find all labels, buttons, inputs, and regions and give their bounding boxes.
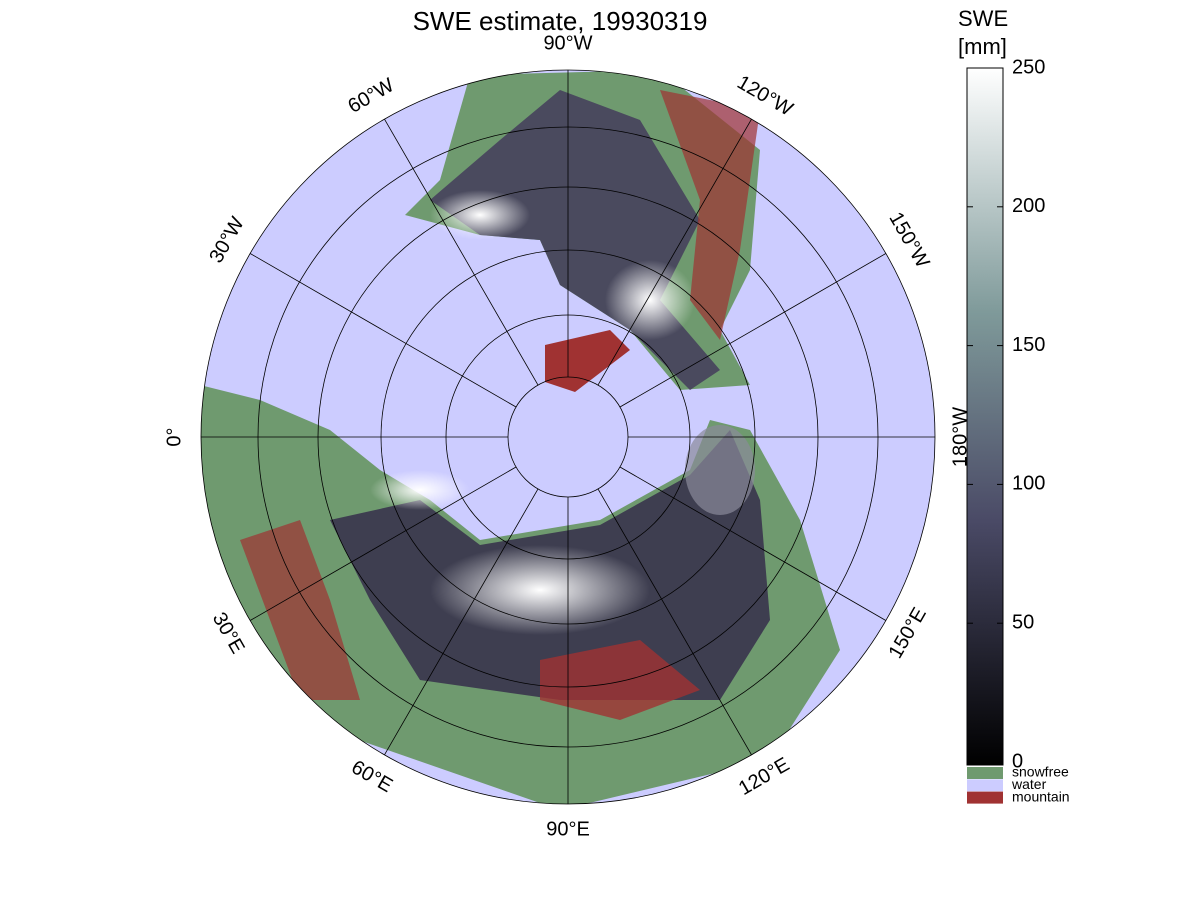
colorbar [966, 67, 1004, 766]
longitude-label: 60°W [344, 74, 398, 118]
meridian [597, 488, 752, 756]
meridian [619, 253, 887, 408]
greenland [545, 330, 630, 392]
longitude-label: 150°E [885, 604, 931, 662]
mountain-region [660, 90, 760, 340]
longitude-label: 90°W [543, 32, 592, 54]
colorbar-label: SWE [958, 6, 1008, 31]
colorbar-label: [mm] [958, 34, 1007, 59]
longitude-label: 120°E [735, 754, 793, 800]
map [201, 70, 935, 804]
graticule [200, 69, 936, 805]
longitude-label: 120°W [733, 71, 796, 120]
snow-deep [605, 260, 695, 340]
legend-swatch [967, 779, 1003, 792]
longitude-label: 90°E [546, 818, 590, 840]
longitude-label: 150°W [884, 209, 933, 272]
meridian [249, 253, 517, 408]
mountain-region [240, 520, 360, 700]
snow-deep [370, 470, 470, 510]
legend-label: water [1011, 776, 1047, 792]
meridian [597, 118, 752, 386]
longitude-label: 0° [163, 427, 185, 446]
snow-deep [430, 190, 530, 240]
meridian [249, 466, 517, 621]
colorbar-tick-label: 150 [1012, 334, 1045, 356]
longitude-label: 30°E [208, 609, 249, 658]
colorbar-tick-label: 50 [1012, 611, 1034, 633]
colorbar-tick-label: 200 [1012, 195, 1045, 217]
legend-swatch [967, 767, 1003, 779]
meridian [384, 488, 539, 756]
legend-label: mountain [1012, 788, 1070, 804]
mountain-region [540, 640, 700, 720]
longitude-label: 60°E [347, 756, 396, 797]
legend-label: snowfree [1012, 764, 1069, 780]
snow-deep [430, 545, 650, 635]
longitude-label: 180°W [949, 407, 971, 467]
colorbar-tick-label: 0 [1012, 750, 1023, 772]
colorbar-tick-label: 100 [1012, 473, 1045, 495]
meridian [384, 118, 539, 386]
meridian [619, 466, 887, 621]
longitude-label: 30°W [205, 213, 249, 267]
snow-mid [685, 425, 755, 515]
colorbar-tick-label: 250 [1012, 56, 1045, 78]
legend-swatch [967, 791, 1003, 804]
map-title: SWE estimate, 19930319 [413, 6, 708, 36]
